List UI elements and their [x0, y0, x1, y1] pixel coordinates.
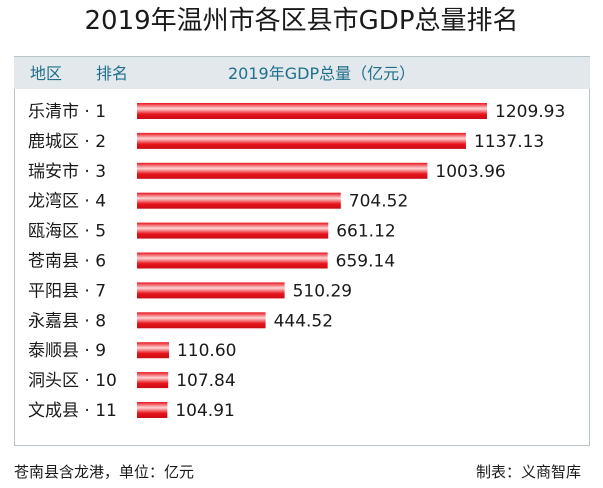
category-label: 洞头区 · 10	[28, 371, 117, 391]
header-region: 地区	[30, 64, 63, 83]
category-label: 瑞安市 · 3	[28, 162, 106, 182]
page-title: 2019年温州市各区县市GDP总量排名	[84, 6, 519, 36]
bar	[137, 342, 169, 359]
value-label: 104.91	[175, 401, 234, 421]
value-label: 107.84	[176, 371, 235, 391]
header-metric: 2019年GDP总量（亿元）	[228, 64, 416, 83]
category-label: 泰顺县 · 9	[28, 341, 106, 361]
footer-note: 苍南县含龙港，单位：亿元	[14, 463, 195, 481]
bar	[137, 372, 169, 389]
bar	[137, 252, 328, 269]
value-label: 1003.96	[435, 162, 505, 182]
value-label: 510.29	[293, 281, 352, 301]
category-label: 鹿城区 · 2	[28, 132, 106, 152]
value-label: 1209.93	[495, 102, 565, 122]
table-header	[14, 57, 590, 89]
value-label: 110.60	[177, 341, 236, 361]
category-label: 平阳县 · 7	[28, 281, 106, 301]
category-label: 龙湾区 · 4	[28, 192, 106, 212]
value-label: 659.14	[336, 252, 395, 272]
category-label: 苍南县 · 6	[28, 252, 106, 272]
value-label: 1137.13	[474, 132, 544, 152]
value-label: 704.52	[349, 192, 408, 212]
bar	[137, 103, 487, 119]
bar	[137, 222, 329, 239]
bar	[137, 312, 266, 329]
category-label: 文成县 · 11	[28, 401, 117, 421]
category-label: 瓯海区 · 5	[28, 222, 106, 242]
bar	[137, 402, 168, 418]
bar	[137, 162, 428, 179]
header-rank: 排名	[96, 64, 129, 83]
value-label: 661.12	[336, 222, 395, 242]
bar	[137, 132, 466, 149]
category-label: 永嘉县 · 8	[28, 311, 106, 331]
category-label: 乐清市 · 1	[28, 102, 106, 122]
footer-source: 制表：义商智库	[476, 463, 582, 481]
bar	[137, 192, 341, 209]
chart-panel	[14, 56, 590, 446]
value-label: 444.52	[274, 311, 333, 331]
bar	[137, 282, 285, 299]
